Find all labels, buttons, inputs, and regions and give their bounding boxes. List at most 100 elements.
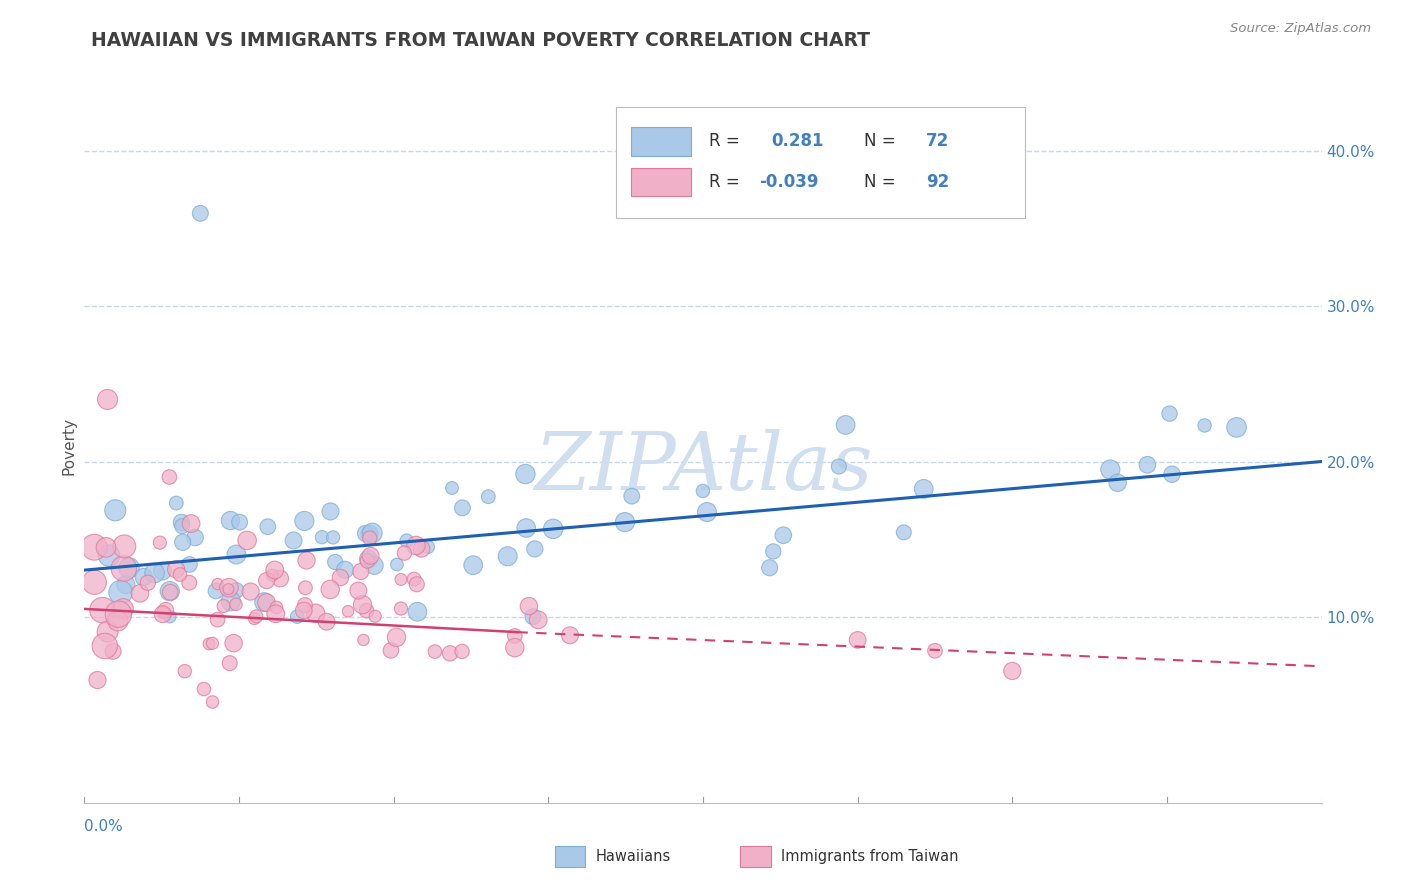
FancyBboxPatch shape (554, 846, 585, 867)
Point (243, 612, 266, 626)
Point (256, 596, 278, 610)
Point (98, 549, 121, 563)
Point (236, 533, 259, 548)
Point (207, 613, 229, 627)
Point (385, 558, 408, 572)
FancyBboxPatch shape (616, 107, 1025, 218)
Point (762, 544, 785, 558)
Point (364, 609, 387, 624)
Text: 92: 92 (925, 173, 949, 191)
Point (363, 558, 385, 573)
Point (83, 541, 105, 555)
Point (1001, 664, 1024, 678)
Point (179, 558, 201, 572)
Point (503, 629, 526, 643)
Point (304, 607, 326, 621)
Point (1099, 462, 1122, 476)
Point (389, 573, 412, 587)
Point (155, 603, 177, 617)
Point (219, 594, 242, 608)
Point (463, 558, 485, 573)
Point (253, 595, 276, 609)
Point (152, 606, 174, 620)
Point (262, 568, 284, 582)
Point (319, 504, 342, 518)
Point (380, 643, 402, 657)
Point (620, 489, 643, 503)
Text: 0.0%: 0.0% (84, 820, 124, 834)
Point (107, 614, 129, 628)
Point (359, 531, 381, 545)
Point (149, 535, 172, 549)
Point (283, 533, 305, 548)
Point (173, 664, 195, 678)
Point (222, 636, 245, 650)
Point (360, 549, 382, 563)
Point (152, 607, 174, 622)
Point (245, 609, 267, 624)
Point (834, 417, 856, 432)
FancyBboxPatch shape (631, 127, 690, 155)
Text: N =: N = (863, 132, 896, 150)
Point (207, 577, 229, 591)
Point (159, 609, 181, 624)
Point (201, 695, 224, 709)
Point (115, 577, 138, 591)
Point (94, 541, 117, 555)
Point (256, 574, 278, 588)
Point (402, 572, 425, 586)
Point (172, 535, 194, 549)
Text: Source: ZipAtlas.com: Source: ZipAtlas.com (1230, 22, 1371, 36)
Point (522, 609, 544, 624)
Point (193, 681, 215, 696)
Point (143, 566, 166, 580)
Point (1136, 458, 1159, 472)
Point (184, 531, 207, 545)
Point (322, 530, 344, 544)
Point (225, 598, 247, 612)
Point (96, 392, 118, 407)
Point (319, 582, 342, 597)
Point (136, 575, 159, 590)
Point (118, 561, 141, 575)
Point (150, 564, 173, 578)
Point (356, 554, 378, 568)
Point (97, 624, 120, 639)
Point (696, 505, 718, 519)
Point (225, 583, 247, 598)
Point (440, 481, 463, 495)
Point (239, 584, 262, 599)
Point (828, 459, 851, 474)
Point (772, 528, 794, 542)
Point (353, 632, 375, 647)
Point (311, 530, 333, 544)
Text: R =: R = (709, 132, 740, 150)
Point (112, 601, 135, 615)
Point (758, 561, 780, 575)
Point (110, 585, 132, 599)
Point (86, 673, 108, 687)
Point (329, 570, 352, 584)
Point (112, 540, 135, 554)
Point (269, 572, 291, 586)
Point (517, 599, 540, 614)
Point (352, 598, 374, 612)
Point (315, 615, 337, 629)
Text: N =: N = (863, 173, 896, 191)
Point (266, 600, 288, 615)
Point (264, 607, 287, 621)
Point (503, 640, 526, 655)
Point (451, 500, 474, 515)
Point (394, 546, 416, 560)
Point (411, 541, 433, 556)
Point (294, 581, 316, 595)
Point (406, 605, 429, 619)
Y-axis label: Poverty: Poverty (60, 417, 76, 475)
Point (292, 514, 315, 528)
Text: ZIPAtlas: ZIPAtlas (534, 429, 872, 506)
Point (418, 540, 440, 554)
Point (172, 519, 194, 533)
Point (558, 628, 581, 642)
Point (350, 565, 373, 579)
Point (1159, 407, 1181, 421)
